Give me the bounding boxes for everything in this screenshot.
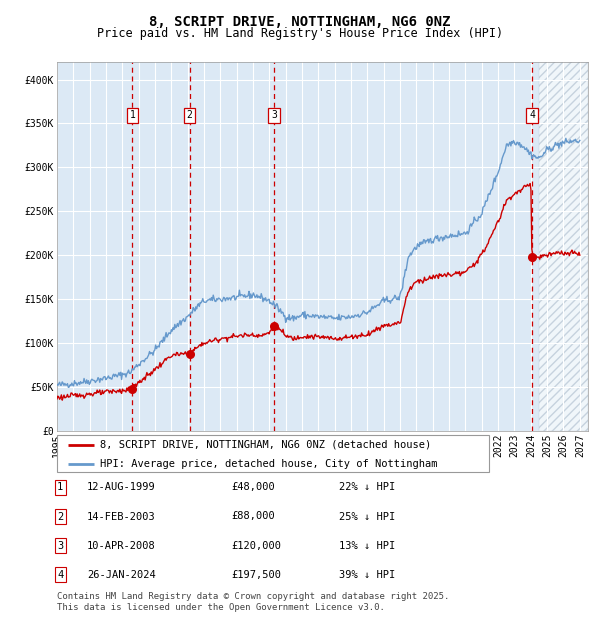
Text: 26-JAN-2024: 26-JAN-2024 [87, 570, 156, 580]
Text: £120,000: £120,000 [231, 541, 281, 551]
Text: £197,500: £197,500 [231, 570, 281, 580]
Text: 1: 1 [130, 110, 135, 120]
Text: 8, SCRIPT DRIVE, NOTTINGHAM, NG6 0NZ (detached house): 8, SCRIPT DRIVE, NOTTINGHAM, NG6 0NZ (de… [100, 440, 431, 450]
Text: 12-AUG-1999: 12-AUG-1999 [87, 482, 156, 492]
Text: 2: 2 [187, 110, 193, 120]
Text: 3: 3 [271, 110, 277, 120]
Text: This data is licensed under the Open Government Licence v3.0.: This data is licensed under the Open Gov… [57, 603, 385, 612]
Text: Price paid vs. HM Land Registry's House Price Index (HPI): Price paid vs. HM Land Registry's House … [97, 27, 503, 40]
Text: HPI: Average price, detached house, City of Nottingham: HPI: Average price, detached house, City… [100, 459, 438, 469]
Text: £48,000: £48,000 [231, 482, 275, 492]
Text: 14-FEB-2003: 14-FEB-2003 [87, 512, 156, 521]
Text: Contains HM Land Registry data © Crown copyright and database right 2025.: Contains HM Land Registry data © Crown c… [57, 592, 449, 601]
Text: 4: 4 [57, 570, 63, 580]
Text: 2: 2 [57, 512, 63, 521]
Text: 25% ↓ HPI: 25% ↓ HPI [339, 512, 395, 521]
Text: 13% ↓ HPI: 13% ↓ HPI [339, 541, 395, 551]
Text: 1: 1 [57, 482, 63, 492]
Bar [539, 62, 588, 431]
Text: 3: 3 [57, 541, 63, 551]
Text: 39% ↓ HPI: 39% ↓ HPI [339, 570, 395, 580]
Text: £88,000: £88,000 [231, 512, 275, 521]
Text: 4: 4 [529, 110, 535, 120]
Text: 22% ↓ HPI: 22% ↓ HPI [339, 482, 395, 492]
Text: 8, SCRIPT DRIVE, NOTTINGHAM, NG6 0NZ: 8, SCRIPT DRIVE, NOTTINGHAM, NG6 0NZ [149, 15, 451, 29]
Text: 10-APR-2008: 10-APR-2008 [87, 541, 156, 551]
